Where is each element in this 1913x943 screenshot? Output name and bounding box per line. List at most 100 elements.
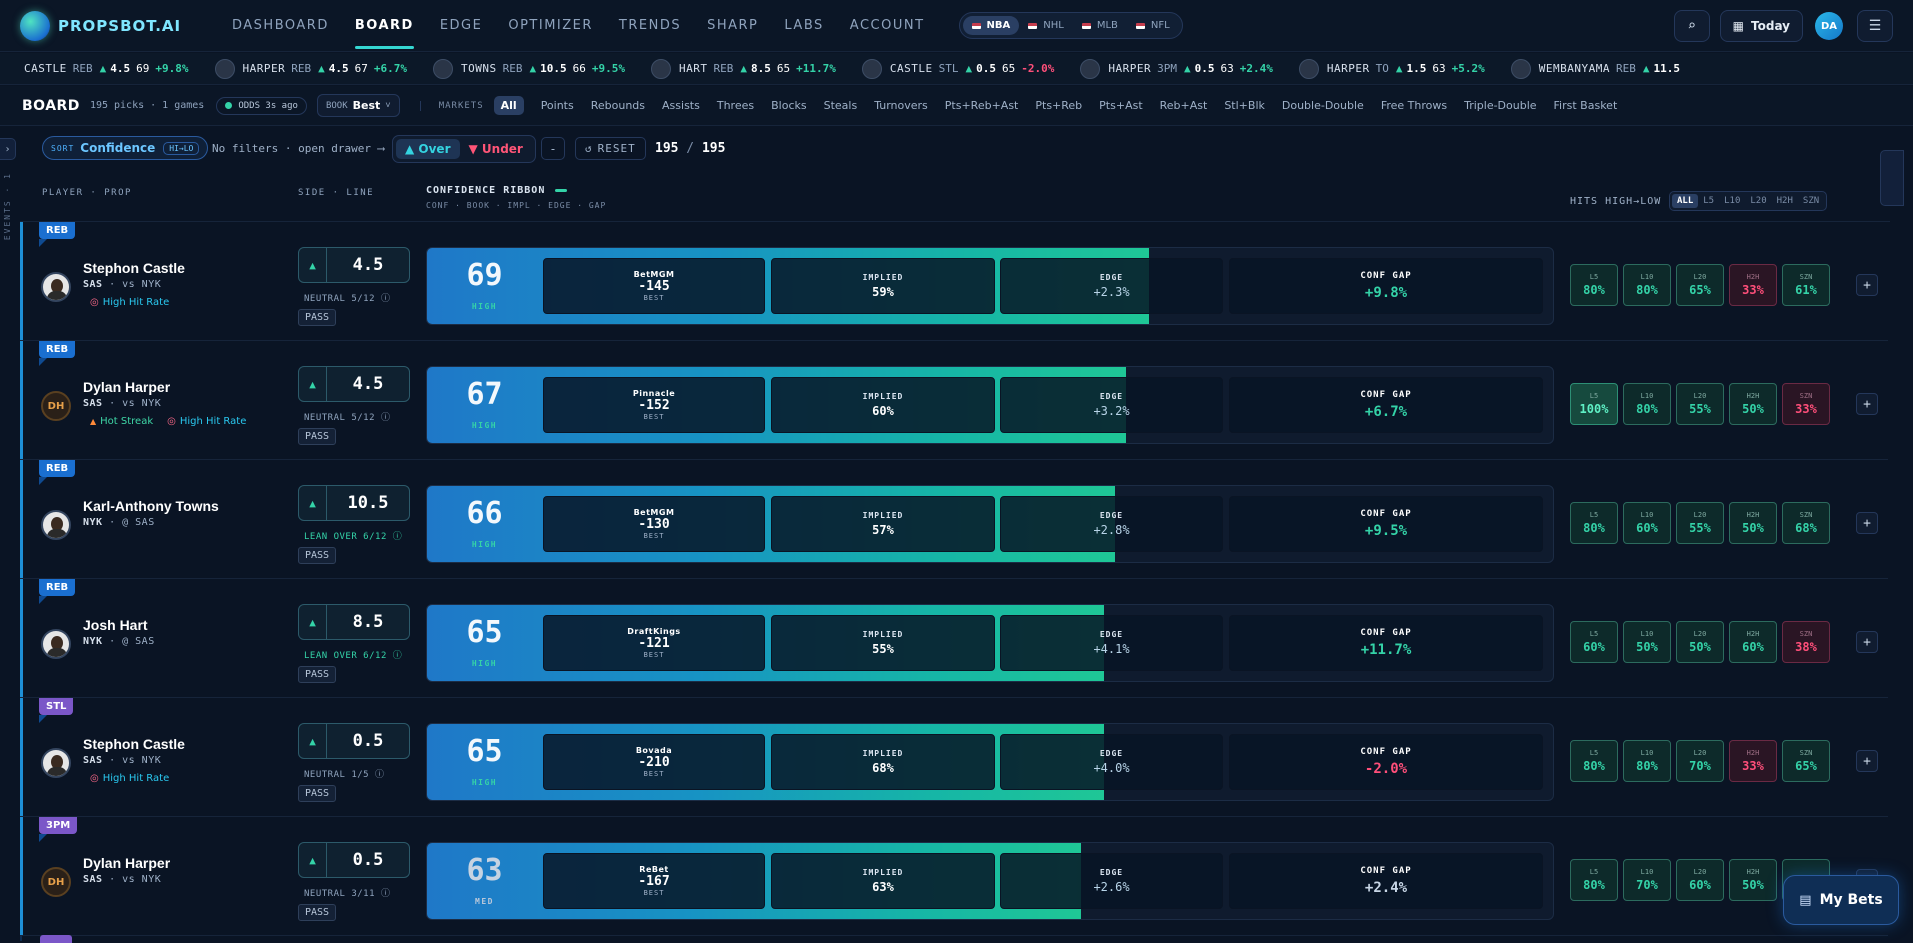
hit-rate-l10[interactable]: L10 70% bbox=[1623, 859, 1671, 901]
hit-rate-l5[interactable]: L5 80% bbox=[1570, 502, 1618, 544]
hit-window-l20[interactable]: L20 bbox=[1750, 196, 1767, 206]
market-filter-pts-reb-ast[interactable]: Pts+Reb+Ast bbox=[944, 99, 1019, 112]
menu-button[interactable]: ☰ bbox=[1857, 10, 1893, 42]
pass-button[interactable]: PASS bbox=[298, 309, 337, 326]
hit-rate-szn[interactable]: SZN 65% bbox=[1782, 740, 1830, 782]
pick-row[interactable]: STL Stephon Castle SAS · vs NYK High Hit Ra… bbox=[20, 698, 1888, 817]
hit-rate-l20[interactable]: L20 50% bbox=[1676, 621, 1724, 663]
pick-row[interactable]: 3PM DH Dylan Harper SAS · vs NYK ▲ 0.5 NEUTRAL… bbox=[20, 817, 1888, 936]
nav-link-account[interactable]: ACCOUNT bbox=[849, 18, 925, 33]
add-to-slip-button[interactable]: + bbox=[1856, 631, 1878, 653]
league-mlb[interactable]: MLB bbox=[1073, 16, 1127, 35]
player-name[interactable]: Dylan Harper bbox=[83, 379, 171, 395]
open-filter-drawer-link[interactable]: No filters · open drawer ⟶ bbox=[212, 142, 385, 155]
add-to-slip-button[interactable]: + bbox=[1856, 274, 1878, 296]
right-panel-tab[interactable] bbox=[1880, 150, 1904, 206]
user-avatar[interactable]: DA bbox=[1815, 12, 1843, 40]
reset-button[interactable]: ↺ RESET bbox=[575, 137, 646, 160]
confidence-ribbon[interactable]: 65 HIGH Bovada -210 BEST IMPLIED 68% EDGE +4.0% C… bbox=[426, 723, 1554, 801]
market-filter-pts-reb[interactable]: Pts+Reb bbox=[1035, 99, 1083, 112]
pass-button[interactable]: PASS bbox=[298, 428, 337, 445]
hit-rate-l5[interactable]: L5 80% bbox=[1570, 264, 1618, 306]
confidence-ribbon[interactable]: 69 HIGH BetMGM -145 BEST IMPLIED 59% EDGE +2.3% C… bbox=[426, 247, 1554, 325]
ticker-item[interactable]: WEMBANYAMA REB ▲ 11.5 bbox=[1510, 58, 1680, 79]
hit-rate-szn[interactable]: SZN 33% bbox=[1782, 383, 1830, 425]
ticker-item[interactable]: TOWNS REB ▲ 10.5 66 +9.5% bbox=[433, 58, 625, 79]
market-filter-free-throws[interactable]: Free Throws bbox=[1380, 99, 1448, 112]
ticker-item[interactable]: HARPER 3PM ▲ 0.5 63 +2.4% bbox=[1080, 58, 1273, 79]
hit-rate-l10[interactable]: L10 60% bbox=[1623, 502, 1671, 544]
market-filter-turnovers[interactable]: Turnovers bbox=[874, 99, 928, 112]
confidence-ribbon[interactable]: 67 HIGH Pinnacle -152 BEST IMPLIED 60% EDGE +3.2… bbox=[426, 366, 1554, 444]
league-nba[interactable]: NBA bbox=[962, 16, 1020, 35]
hit-rate-l20[interactable]: L20 65% bbox=[1676, 264, 1724, 306]
add-to-slip-button[interactable]: + bbox=[1856, 393, 1878, 415]
confidence-ribbon[interactable]: 63 MED ReBet -167 BEST IMPLIED 63% EDGE +2.6% CON… bbox=[426, 842, 1554, 920]
hit-rate-l10[interactable]: L10 80% bbox=[1623, 264, 1671, 306]
hit-rate-l5[interactable]: L5 80% bbox=[1570, 859, 1618, 901]
date-picker-button[interactable]: ▦ Today bbox=[1719, 10, 1803, 42]
market-filter-pts-ast[interactable]: Pts+Ast bbox=[1099, 99, 1143, 112]
hit-rate-l5[interactable]: L5 80% bbox=[1570, 740, 1618, 782]
hit-rate-l20[interactable]: L20 60% bbox=[1676, 859, 1724, 901]
hit-rate-l10[interactable]: L10 50% bbox=[1623, 621, 1671, 663]
sort-select[interactable]: SORT Confidence HI→LO bbox=[42, 136, 209, 160]
under-button[interactable]: ▼ Under bbox=[460, 139, 532, 159]
nav-link-board[interactable]: BOARD bbox=[354, 12, 414, 49]
market-filter-assists[interactable]: Assists bbox=[662, 99, 700, 112]
hit-rate-l5[interactable]: L5 60% bbox=[1570, 621, 1618, 663]
line-stepper[interactable]: ▲ 0.5 bbox=[298, 723, 410, 759]
add-to-slip-button[interactable]: + bbox=[1856, 512, 1878, 534]
search-button[interactable]: ⌕ bbox=[1673, 10, 1710, 42]
hit-window-l10[interactable]: L10 bbox=[1724, 196, 1741, 206]
book-select[interactable]: BOOK Best ˅ bbox=[316, 94, 400, 117]
hit-rate-h2h[interactable]: H2H 33% bbox=[1729, 264, 1777, 306]
hit-rate-l10[interactable]: L10 80% bbox=[1623, 740, 1671, 782]
line-stepper[interactable]: ▲ 4.5 bbox=[298, 366, 410, 402]
hit-window-h2h[interactable]: H2H bbox=[1776, 196, 1793, 206]
market-filter-steals[interactable]: Steals bbox=[823, 99, 858, 112]
market-filter-stl-blk[interactable]: Stl+Blk bbox=[1224, 99, 1265, 112]
nav-link-labs[interactable]: LABS bbox=[784, 18, 824, 33]
market-filter-all[interactable]: All bbox=[493, 96, 524, 115]
league-nhl[interactable]: NHL bbox=[1019, 16, 1073, 35]
hit-rate-h2h[interactable]: H2H 60% bbox=[1729, 621, 1777, 663]
hit-rate-szn[interactable]: SZN 61% bbox=[1782, 264, 1830, 306]
nav-link-dashboard[interactable]: DASHBOARD bbox=[232, 18, 329, 33]
player-name[interactable]: Dylan Harper bbox=[83, 855, 171, 871]
pass-button[interactable]: PASS bbox=[298, 904, 337, 921]
nav-link-sharp[interactable]: SHARP bbox=[707, 18, 759, 33]
over-button[interactable]: ▲ Over bbox=[396, 139, 460, 159]
sort-direction[interactable]: HI→LO bbox=[163, 141, 200, 155]
side-clear-button[interactable]: - bbox=[541, 137, 565, 160]
add-to-slip-button[interactable]: + bbox=[1856, 750, 1878, 772]
ticker-item[interactable]: HARPER TO ▲ 1.5 63 +5.2% bbox=[1298, 58, 1485, 79]
my-bets-button[interactable]: ▤ My Bets bbox=[1783, 875, 1899, 925]
market-filter-threes[interactable]: Threes bbox=[716, 99, 755, 112]
hit-window-szn[interactable]: SZN bbox=[1802, 196, 1820, 206]
ticker-item[interactable]: HARPER REB ▲ 4.5 67 +6.7% bbox=[214, 58, 407, 79]
hit-rate-h2h[interactable]: H2H 50% bbox=[1729, 383, 1777, 425]
market-filter-reb-ast[interactable]: Reb+Ast bbox=[1159, 99, 1208, 112]
line-stepper[interactable]: ▲ 0.5 bbox=[298, 842, 410, 878]
market-filter-triple-double[interactable]: Triple-Double bbox=[1464, 99, 1537, 112]
events-drawer-toggle[interactable]: › bbox=[0, 138, 16, 160]
hit-rate-szn[interactable]: SZN 68% bbox=[1782, 502, 1830, 544]
hit-rate-l20[interactable]: L20 55% bbox=[1676, 383, 1724, 425]
market-filter-blocks[interactable]: Blocks bbox=[771, 99, 807, 112]
pass-button[interactable]: PASS bbox=[298, 666, 337, 683]
player-name[interactable]: Karl-Anthony Towns bbox=[83, 498, 219, 514]
hit-rate-l5[interactable]: L5 100% bbox=[1570, 383, 1618, 425]
ticker-item[interactable]: HART REB ▲ 8.5 65 +11.7% bbox=[651, 58, 836, 79]
line-stepper[interactable]: ▲ 8.5 bbox=[298, 604, 410, 640]
pick-row[interactable]: REB Josh Hart NYK · @ SAS ▲ 8.5 LEAN OVER 6/1… bbox=[20, 579, 1888, 698]
brand-logo[interactable]: PROPSBOT.AI bbox=[20, 10, 210, 41]
market-filter-double-double[interactable]: Double-Double bbox=[1281, 99, 1364, 112]
market-filter-rebounds[interactable]: Rebounds bbox=[590, 99, 646, 112]
hit-rate-h2h[interactable]: H2H 33% bbox=[1729, 740, 1777, 782]
confidence-ribbon[interactable]: 65 HIGH DraftKings -121 BEST IMPLIED 55% EDGE +4… bbox=[426, 604, 1554, 682]
nav-link-trends[interactable]: TRENDS bbox=[618, 18, 682, 33]
player-name[interactable]: Stephon Castle bbox=[83, 736, 185, 752]
hit-rate-h2h[interactable]: H2H 50% bbox=[1729, 502, 1777, 544]
